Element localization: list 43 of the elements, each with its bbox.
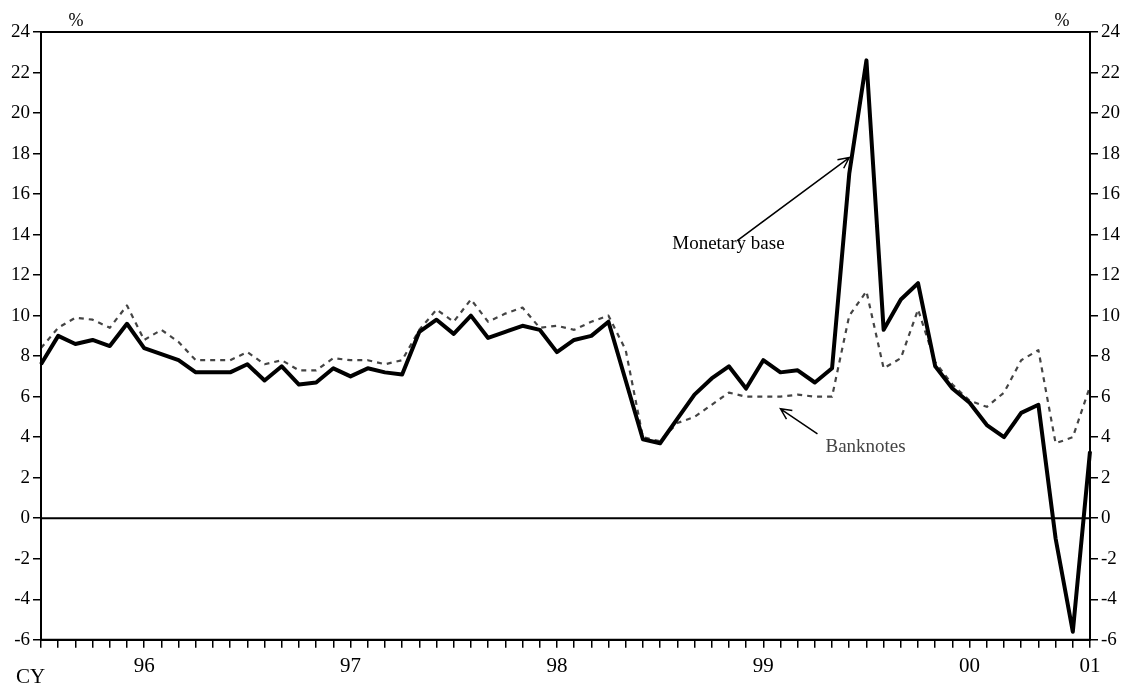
y-tick-label: 14 — [11, 222, 31, 244]
y-tick-label: 8 — [20, 344, 30, 366]
y-tick-label: 18 — [11, 141, 30, 163]
y2-tick-label: 20 — [1101, 101, 1120, 123]
y2-tick-label: 8 — [1101, 344, 1111, 366]
text: Banknotes — [825, 434, 906, 456]
y2-tick-label: 2 — [1101, 465, 1111, 487]
x-tick-label: 00 — [959, 652, 981, 677]
y-tick-label: 22 — [11, 60, 30, 82]
y-tick-label: 4 — [20, 425, 31, 447]
y2-tick-label: 4 — [1101, 425, 1111, 447]
text: Monetary base — [672, 231, 785, 253]
y2-tick-label: -6 — [1101, 627, 1117, 649]
y2-tick-label: 16 — [1101, 182, 1120, 204]
y2-axis-title: % — [1054, 10, 1070, 30]
y-tick-label: 24 — [11, 19, 31, 41]
x-tick-label: 01 — [1079, 652, 1101, 677]
x-axis-title: CY — [16, 663, 46, 688]
y-tick-label: -4 — [14, 587, 31, 609]
y-tick-label: 0 — [20, 506, 30, 528]
y2-tick-label: 0 — [1101, 506, 1111, 528]
y2-tick-label: 12 — [1101, 263, 1120, 285]
y2-tick-label: -2 — [1101, 546, 1117, 568]
x-tick-label: 97 — [340, 652, 362, 677]
y-tick-label: 16 — [11, 182, 30, 204]
y2-tick-label: 6 — [1101, 384, 1111, 406]
y-tick-label: 20 — [11, 101, 30, 123]
x-tick-label: 99 — [752, 652, 774, 677]
y2-tick-label: 24 — [1101, 19, 1121, 41]
y2-tick-label: 14 — [1101, 222, 1121, 244]
y2-tick-label: 18 — [1101, 141, 1120, 163]
x-tick-label: 98 — [546, 652, 568, 677]
y-tick-label: 12 — [11, 263, 30, 285]
y-tick-label: 2 — [20, 465, 30, 487]
y-tick-label: -2 — [14, 546, 30, 568]
y2-tick-label: -4 — [1101, 587, 1118, 609]
y-axis-title: % — [68, 10, 84, 30]
y2-tick-label: 10 — [1101, 303, 1120, 325]
y-tick-label: 10 — [11, 303, 30, 325]
y-tick-label: -6 — [14, 627, 30, 649]
x-tick-label: 96 — [133, 652, 155, 677]
y-tick-label: 6 — [20, 384, 30, 406]
y2-tick-label: 22 — [1101, 60, 1120, 82]
